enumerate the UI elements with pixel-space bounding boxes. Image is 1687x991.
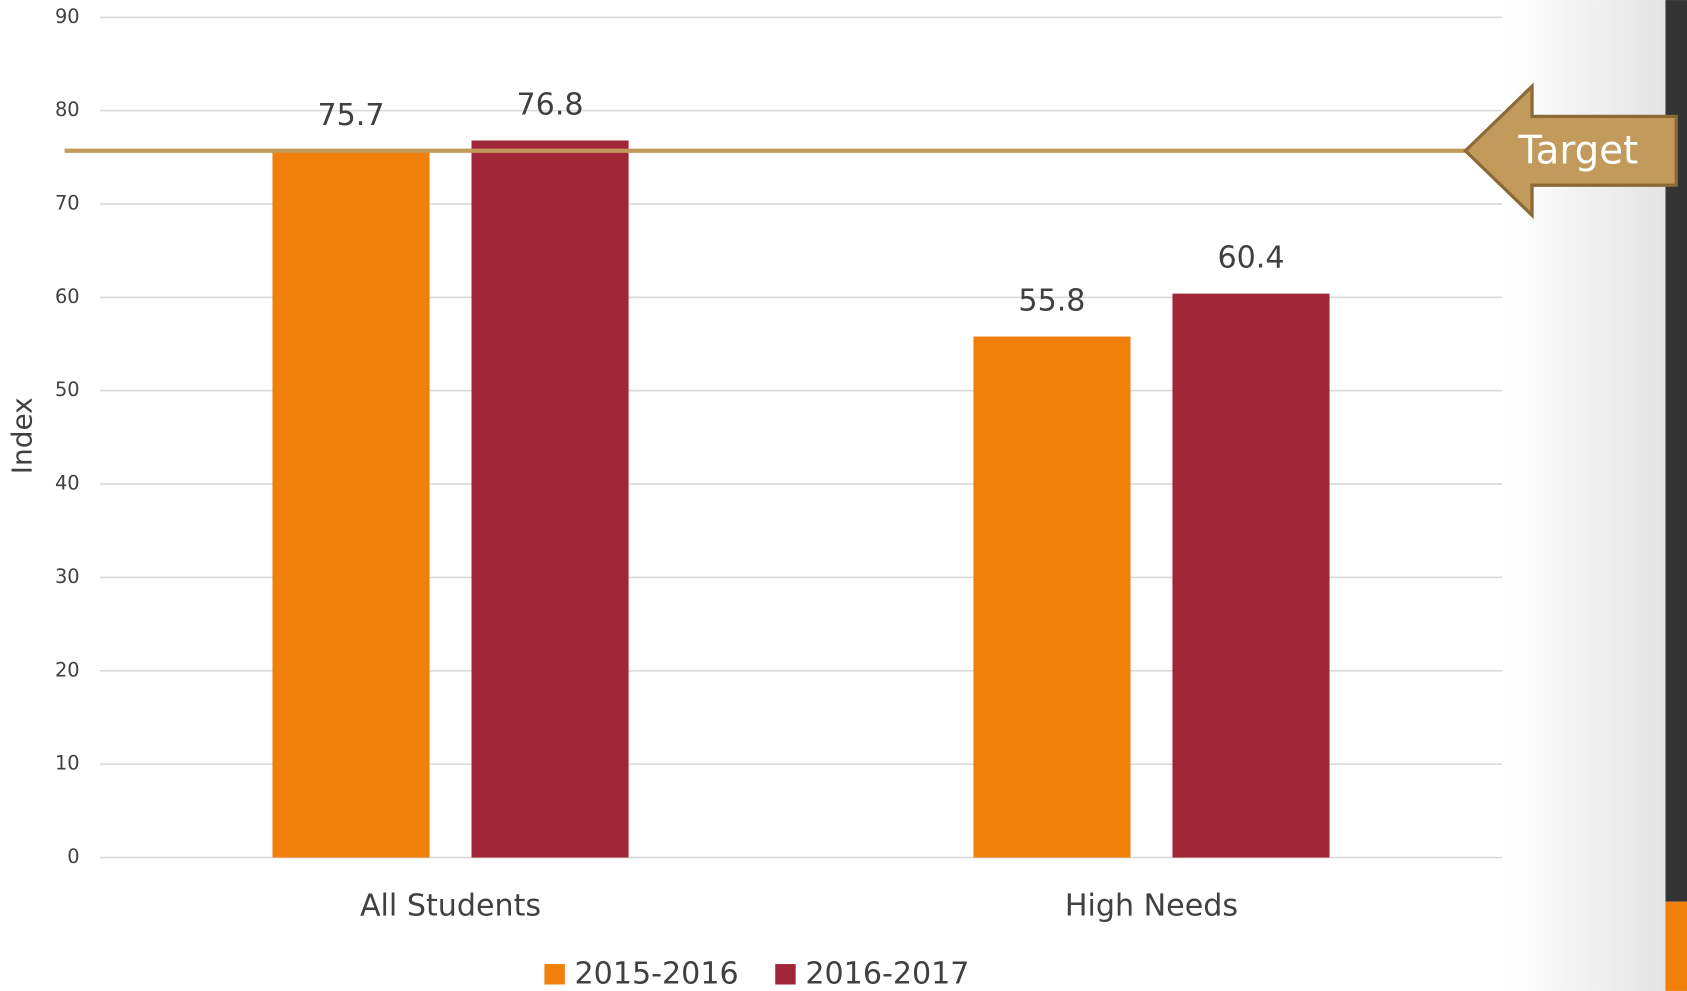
side-bar xyxy=(1665,0,1687,902)
y-tick-label: 10 xyxy=(55,752,80,775)
y-tick-label: 50 xyxy=(55,378,80,401)
bar xyxy=(973,336,1131,858)
x-tick-label: All Students xyxy=(360,889,541,924)
data-label: 60.4 xyxy=(1217,241,1284,276)
bar xyxy=(471,140,629,858)
bar xyxy=(1172,293,1330,858)
bars: All Students 75.7 76.8 High Needs 55.8 60.4 xyxy=(272,88,1330,924)
data-label: 76.8 xyxy=(517,88,584,123)
legend-label: 2015-2016 xyxy=(575,956,739,991)
legend-swatch xyxy=(544,964,565,985)
y-axis-title: Index xyxy=(6,397,39,474)
legend-swatch xyxy=(775,964,796,985)
y-tick-label: 70 xyxy=(55,191,80,214)
y-tick-label: 60 xyxy=(55,285,80,308)
y-tick-label: 80 xyxy=(55,98,80,121)
data-label: 55.8 xyxy=(1018,284,1085,319)
y-tick-label: 40 xyxy=(55,472,80,495)
target-arrow xyxy=(1463,82,1678,220)
y-tick-label: 0 xyxy=(67,845,79,868)
y-tick-label: 20 xyxy=(55,658,80,681)
x-tick-label: High Needs xyxy=(1065,889,1238,924)
target-label: Target xyxy=(1517,128,1638,173)
data-label: 75.7 xyxy=(317,98,384,133)
y-tick-label: 30 xyxy=(55,565,80,588)
legend-label: 2016-2017 xyxy=(805,956,969,991)
bar xyxy=(272,150,430,858)
y-tick-label: 90 xyxy=(55,5,80,28)
side-accent xyxy=(1665,901,1687,991)
